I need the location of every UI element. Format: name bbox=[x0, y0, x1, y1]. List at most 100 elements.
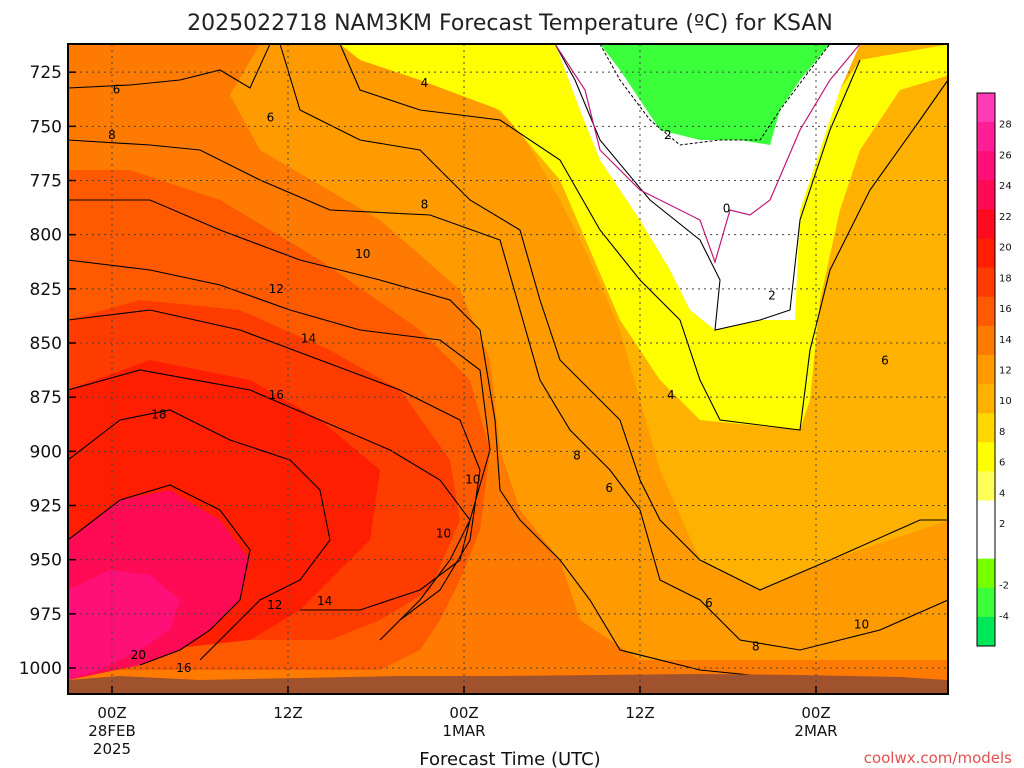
contour-label: 2 bbox=[664, 128, 672, 142]
contour-lines bbox=[68, 44, 948, 681]
contour-label: 12 bbox=[267, 598, 282, 612]
credit-text: coolwx.com/models bbox=[864, 749, 1012, 767]
colorbar-tick-label: 28 bbox=[999, 120, 1012, 131]
y-tick-label: 925 bbox=[30, 497, 62, 517]
contour-label: 6 bbox=[113, 83, 121, 97]
contour-label: 4 bbox=[667, 388, 675, 402]
x-tick-label: 2MAR bbox=[794, 722, 837, 740]
contour-label: 16 bbox=[269, 388, 284, 402]
colorbar-tick-label: 20 bbox=[999, 243, 1012, 254]
y-tick-label: 800 bbox=[30, 226, 62, 246]
band-2-4 bbox=[340, 44, 948, 430]
colorbar-swatch bbox=[977, 209, 995, 240]
colorbar-swatch bbox=[977, 93, 995, 123]
colorbar-tick-label: 14 bbox=[999, 335, 1012, 346]
contour-label: 4 bbox=[421, 76, 429, 90]
colorbar-tick-label: 18 bbox=[999, 273, 1012, 284]
contour-label: 18 bbox=[151, 408, 166, 422]
colorbar-frame bbox=[976, 92, 996, 647]
colorbar-swatch bbox=[977, 529, 995, 560]
colorbar-tick-label: 2 bbox=[999, 519, 1005, 530]
zero-contour bbox=[554, 44, 861, 264]
x-tick-label: 12Z bbox=[273, 704, 302, 722]
contour-label: 10 bbox=[436, 527, 451, 541]
colorbar-swatch bbox=[977, 238, 995, 269]
y-tick-label: 775 bbox=[30, 172, 62, 192]
colorbar-swatch bbox=[977, 296, 995, 327]
x-axis-label: Forecast Time (UTC) bbox=[419, 749, 600, 768]
y-tick-label: 875 bbox=[30, 388, 62, 408]
colorbar-swatch bbox=[977, 122, 995, 152]
colorbar-tick-label: 24 bbox=[999, 181, 1012, 192]
x-tick-label: 00Z bbox=[97, 704, 126, 722]
y-tick-label: 725 bbox=[30, 63, 62, 83]
contour-label: 6 bbox=[705, 596, 713, 610]
y-tick-label: 750 bbox=[30, 117, 62, 137]
contour-label: 6 bbox=[881, 353, 889, 367]
contour-label: 14 bbox=[301, 332, 316, 346]
x-tick-label: 2025 bbox=[93, 740, 131, 758]
colorbar-tick-label: 8 bbox=[999, 427, 1005, 438]
contour-label: 8 bbox=[421, 197, 429, 211]
y-tick-label: 900 bbox=[30, 442, 62, 462]
contour-label: 10 bbox=[355, 247, 370, 261]
y-tick-label: 1000 bbox=[19, 659, 62, 679]
band-24-26 bbox=[68, 570, 180, 680]
contour-label: 20 bbox=[131, 648, 146, 662]
colorbar-swatch bbox=[977, 413, 995, 443]
band-0-2 bbox=[555, 44, 860, 330]
grid bbox=[68, 44, 948, 694]
colorbar-swatch bbox=[977, 151, 995, 181]
colorbar-tick-label: -2 bbox=[999, 581, 1009, 592]
colorbar-swatch bbox=[977, 442, 995, 472]
colorbar-swatch bbox=[977, 558, 995, 589]
contour-label: 10 bbox=[854, 618, 869, 632]
colorbar-swatch bbox=[977, 267, 995, 298]
x-tick-label: 00Z bbox=[801, 704, 830, 722]
neg2-contour bbox=[599, 44, 831, 146]
x-tick-label: 12Z bbox=[625, 704, 654, 722]
temperature-field bbox=[68, 44, 948, 694]
chart-title: 2025022718 NAM3KM Forecast Temperature (… bbox=[187, 11, 833, 36]
colorbar-tick-label: 4 bbox=[999, 488, 1005, 499]
y-tick-label: 950 bbox=[30, 551, 62, 571]
contour-label: 8 bbox=[752, 639, 760, 653]
colorbar-swatch bbox=[977, 384, 995, 414]
contour-label: 6 bbox=[267, 111, 275, 125]
contour-label: 0 bbox=[723, 202, 731, 216]
colorbar-tick-label: 22 bbox=[999, 212, 1012, 223]
colorbar-tick-label: -4 bbox=[999, 611, 1009, 622]
x-tick-label: 00Z bbox=[449, 704, 478, 722]
contour-label: 10 bbox=[465, 473, 480, 487]
colorbar-tick-label: 16 bbox=[999, 304, 1012, 315]
contour-label: 8 bbox=[108, 128, 116, 142]
contour-label: 2 bbox=[768, 288, 776, 302]
plot-frame bbox=[67, 43, 949, 695]
colorbar-tick-label: 12 bbox=[999, 366, 1012, 377]
band-neg2 bbox=[600, 44, 830, 145]
y-tick-label: 975 bbox=[30, 605, 62, 625]
y-axis: 725 750 775 800 825 850 875 900 925 950 975 1000 bbox=[19, 63, 76, 679]
contour-label: 12 bbox=[269, 282, 284, 296]
colorbar-swatch bbox=[977, 587, 995, 618]
contour-label: 8 bbox=[573, 449, 581, 463]
colorbar-swatch bbox=[977, 500, 995, 531]
colorbar-swatch bbox=[977, 354, 995, 385]
colorbar-swatch bbox=[977, 325, 995, 356]
colorbar-swatch bbox=[977, 471, 995, 501]
colorbar-tick-label: 6 bbox=[999, 458, 1005, 469]
colorbar-swatch bbox=[977, 180, 995, 210]
x-tick-label: 28FEB bbox=[88, 722, 135, 740]
contour-label: 16 bbox=[176, 661, 191, 675]
x-tick-label: 1MAR bbox=[442, 722, 485, 740]
colorbar-swatch bbox=[977, 616, 995, 647]
colorbar-tick-label: 26 bbox=[999, 150, 1012, 161]
y-tick-label: 850 bbox=[30, 334, 62, 354]
y-tick-label: 825 bbox=[30, 280, 62, 300]
colorbar-tick-label: 10 bbox=[999, 396, 1012, 407]
contour-label: 6 bbox=[605, 481, 613, 495]
